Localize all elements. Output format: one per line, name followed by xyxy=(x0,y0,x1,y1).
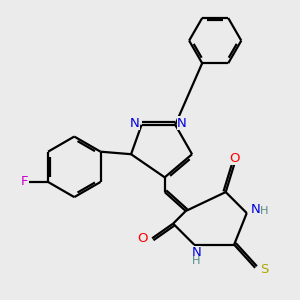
Text: H: H xyxy=(192,256,200,266)
Text: O: O xyxy=(230,152,240,165)
Text: N: N xyxy=(250,203,260,216)
Text: S: S xyxy=(260,263,269,276)
Text: O: O xyxy=(138,232,148,245)
Text: N: N xyxy=(177,117,187,130)
Text: N: N xyxy=(130,117,140,130)
Text: F: F xyxy=(20,176,28,188)
Text: N: N xyxy=(191,246,201,259)
Text: H: H xyxy=(260,206,269,216)
